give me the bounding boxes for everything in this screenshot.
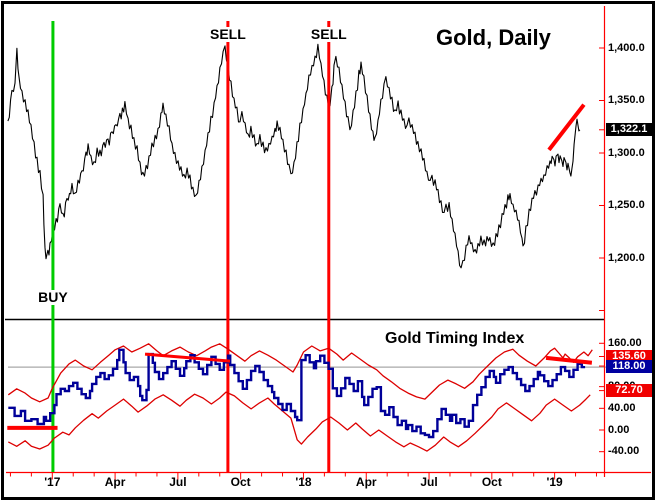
trend-line — [547, 103, 586, 152]
sell-label: SELL — [208, 26, 248, 42]
indicator-value-badge: 72.70 — [606, 384, 652, 398]
x-axis-label: Oct — [230, 475, 251, 489]
y-axis-label-top: 1,350.0 — [608, 94, 645, 106]
indicator-title: Gold Timing Index — [385, 330, 525, 347]
y-axis-label-top: 1,400.0 — [608, 41, 645, 54]
x-axis-label: Jul — [169, 475, 187, 489]
y-axis-label-bottom: -40.00 — [608, 445, 640, 458]
sell-label: SELL — [308, 26, 349, 42]
x-axis-label: Apr — [355, 475, 377, 489]
y-axis-label-top: 1,250.0 — [608, 199, 645, 211]
x-axis-label: '17 — [44, 475, 61, 489]
price-series-line — [7, 43, 581, 269]
last-price-badge: 1,322.1 — [606, 123, 652, 137]
x-axis-label: Apr — [104, 475, 126, 489]
timing-lower-band — [7, 391, 591, 452]
indicator-value-badge: 118.00 — [606, 359, 652, 373]
y-axis-label-bottom: 40.00 — [608, 401, 636, 414]
chart-title: Gold, Daily — [436, 25, 551, 50]
x-axis-label: Oct — [481, 475, 502, 489]
x-axis-label: '18 — [295, 475, 312, 489]
trend-line — [545, 355, 593, 365]
x-axis-label: '19 — [546, 475, 563, 489]
y-axis-label-bottom: 160.00 — [608, 336, 642, 349]
timing-upper-band — [7, 343, 593, 403]
x-axis-label: Jul — [420, 475, 438, 489]
y-axis-label-top: 1,300.0 — [608, 146, 645, 159]
timing-index-line — [8, 348, 586, 439]
trend-line — [144, 352, 231, 363]
buy-label: BUY — [36, 289, 70, 305]
y-axis-label-bottom: 0.00 — [608, 423, 630, 436]
y-axis-label-top: 1,200.0 — [608, 251, 645, 264]
